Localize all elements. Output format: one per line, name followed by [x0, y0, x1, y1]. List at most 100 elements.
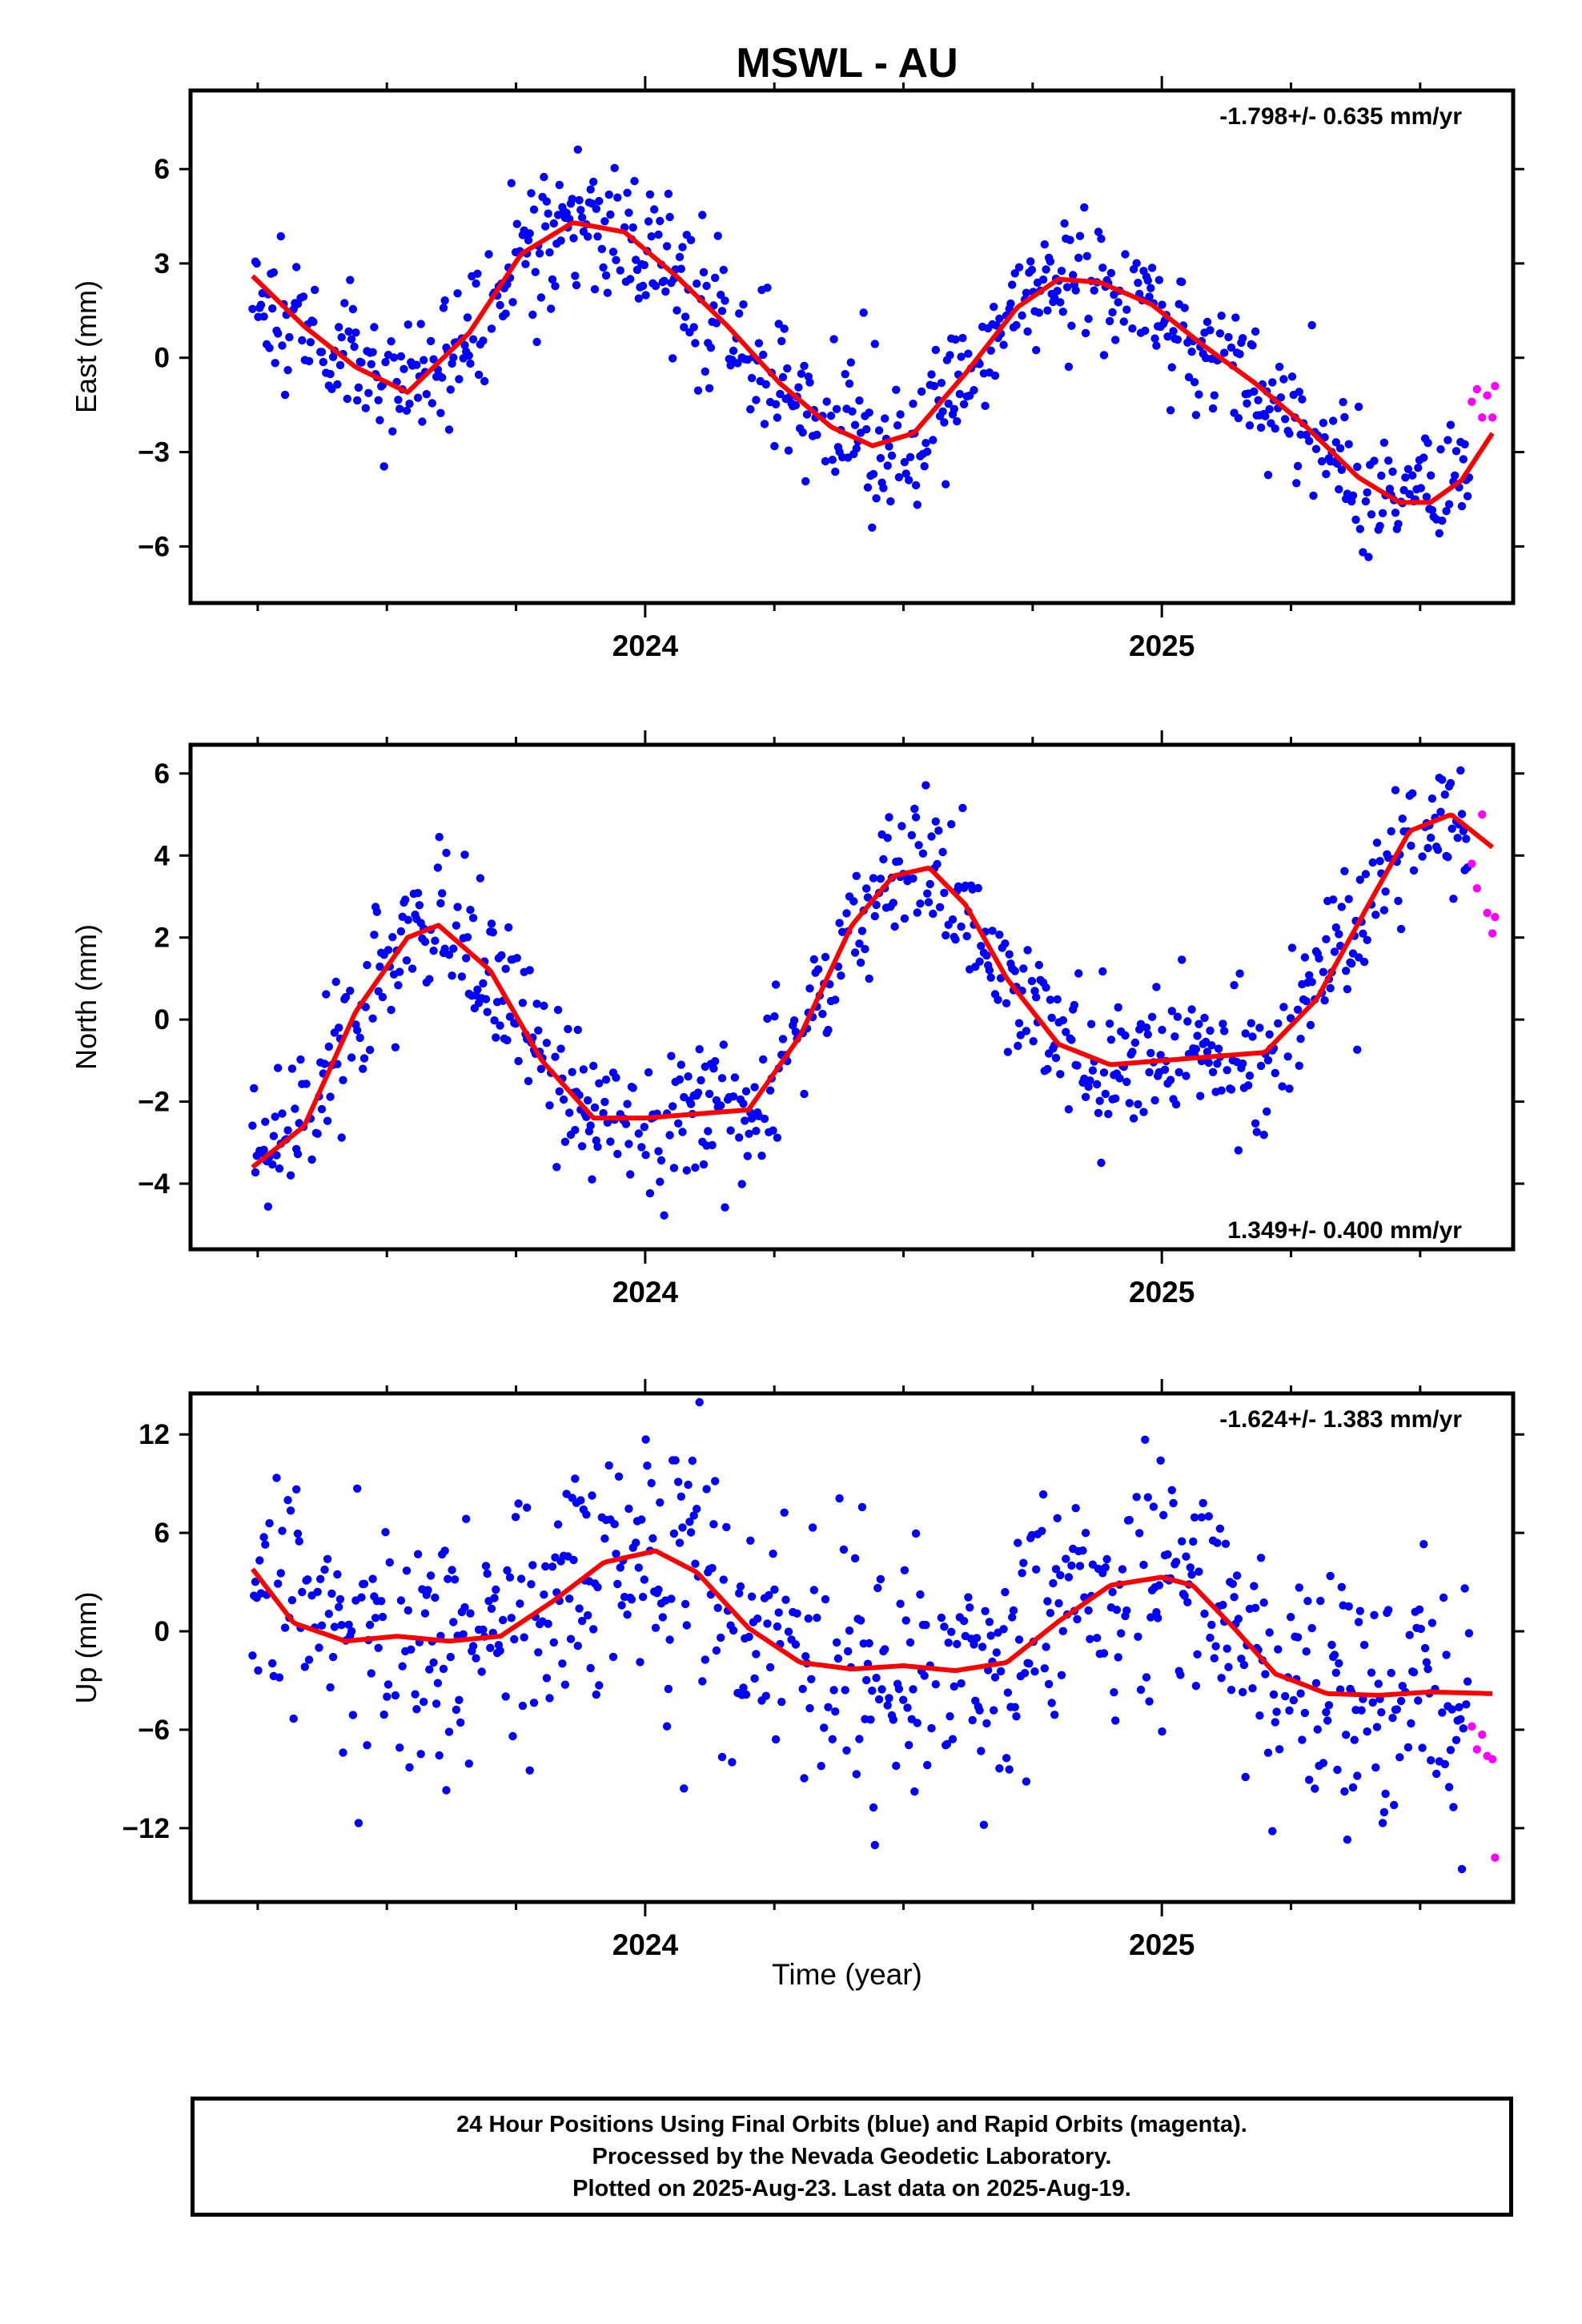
final-orbit-point: [686, 1100, 696, 1108]
final-orbit-point: [1340, 1787, 1349, 1796]
final-orbit-point: [387, 1005, 396, 1015]
final-orbit-point: [1146, 1613, 1155, 1622]
final-orbit-point: [1193, 1031, 1202, 1040]
final-orbit-point: [1444, 500, 1454, 509]
final-orbit-point: [1234, 413, 1243, 423]
final-orbit-point: [599, 263, 608, 272]
final-orbit-point: [1051, 1565, 1061, 1574]
final-orbit-point: [484, 250, 493, 259]
final-orbit-point: [1195, 390, 1203, 399]
final-orbit-point: [849, 897, 858, 906]
final-orbit-point: [1384, 456, 1393, 465]
final-orbit-point: [784, 446, 793, 455]
final-orbit-point: [1287, 1014, 1295, 1023]
final-orbit-point: [745, 1632, 753, 1642]
final-orbit-point: [719, 265, 728, 275]
final-orbit-point: [822, 397, 831, 406]
final-orbit-point: [396, 927, 406, 936]
final-orbit-point: [1315, 954, 1323, 963]
final-orbit-point: [1442, 507, 1451, 516]
final-orbit-point: [1081, 1529, 1090, 1538]
final-orbit-point: [479, 336, 488, 345]
final-orbit-point: [686, 235, 696, 244]
final-orbit-point: [801, 1652, 810, 1661]
final-orbit-point: [1422, 493, 1431, 501]
final-orbit-point: [735, 1589, 744, 1598]
final-orbit-point: [773, 413, 782, 422]
y-tick-label: −12: [122, 1813, 170, 1844]
final-orbit-point: [938, 847, 947, 857]
final-orbit-point: [1272, 1707, 1281, 1716]
final-orbit-point: [1438, 1708, 1447, 1717]
final-orbit-point: [523, 1503, 532, 1512]
final-orbit-point: [1460, 440, 1469, 448]
final-orbit-point: [1058, 1626, 1068, 1636]
x-tick-label: 2024: [612, 1928, 679, 1961]
final-orbit-point: [729, 1092, 738, 1101]
y-tick-label: 6: [155, 758, 170, 790]
final-orbit-point: [492, 1033, 500, 1042]
final-orbit-point: [449, 353, 458, 362]
final-orbit-point: [1104, 1109, 1113, 1119]
final-orbit-point: [1330, 1651, 1339, 1659]
final-orbit-point: [841, 1686, 849, 1695]
final-orbit-point: [555, 180, 564, 190]
final-orbit-point: [344, 1620, 353, 1630]
final-orbit-point: [1182, 1072, 1191, 1080]
final-orbit-point: [289, 1714, 298, 1723]
final-orbit-point: [1335, 930, 1343, 939]
final-orbit-point: [1459, 826, 1468, 836]
final-orbit-point: [1419, 1540, 1428, 1549]
final-orbit-point: [1265, 1030, 1274, 1039]
final-orbit-point: [1335, 1659, 1343, 1668]
final-orbit-point: [425, 1665, 434, 1674]
final-orbit-point: [881, 414, 889, 423]
final-orbit-point: [255, 1556, 264, 1565]
final-orbit-point: [265, 1518, 274, 1528]
final-orbit-point: [540, 1590, 548, 1599]
final-orbit-point: [535, 249, 544, 258]
final-orbit-point: [466, 359, 475, 368]
final-orbit-point: [1415, 1605, 1424, 1614]
final-orbit-point: [651, 281, 661, 291]
final-orbit-point: [1442, 1651, 1451, 1659]
final-orbit-point: [1427, 794, 1437, 803]
final-orbit-point: [1241, 1029, 1250, 1038]
final-orbit-point: [501, 309, 510, 318]
final-orbit-point: [1069, 271, 1078, 279]
final-orbit-point: [877, 1685, 886, 1694]
final-orbit-point: [613, 1579, 622, 1589]
final-orbit-point: [327, 1589, 336, 1598]
final-orbit-point: [518, 999, 528, 1007]
final-orbit-point: [1032, 1565, 1041, 1574]
final-orbit-point: [450, 1575, 460, 1584]
final-orbit-point: [1274, 1019, 1283, 1028]
final-orbit-point: [765, 1086, 775, 1095]
final-orbit-point: [1141, 326, 1150, 336]
final-orbit-point: [1235, 350, 1244, 359]
rapid-orbit-point: [1491, 1853, 1500, 1862]
final-orbit-point: [1062, 283, 1072, 292]
final-orbit-point: [411, 1690, 420, 1699]
final-orbit-point: [905, 1740, 913, 1750]
final-orbit-point: [298, 1587, 307, 1597]
final-orbit-point: [1043, 1597, 1052, 1606]
final-orbit-point: [1405, 489, 1414, 499]
final-orbit-point: [1320, 996, 1329, 1005]
final-orbit-point: [852, 871, 861, 881]
final-orbit-point: [1337, 465, 1347, 474]
final-orbit-point: [1029, 1037, 1038, 1046]
final-orbit-point: [558, 1659, 567, 1668]
final-orbit-point: [1427, 1755, 1435, 1765]
final-orbit-point: [1440, 1759, 1450, 1769]
final-orbit-point: [632, 1538, 640, 1547]
final-orbit-point: [741, 1087, 751, 1096]
final-orbit-point: [911, 1529, 921, 1538]
final-orbit-point: [402, 406, 412, 415]
final-orbit-point: [328, 352, 338, 361]
final-orbit-point: [885, 813, 893, 822]
final-orbit-point: [1062, 1027, 1070, 1036]
final-orbit-point: [829, 335, 838, 344]
final-orbit-point: [346, 987, 355, 995]
final-orbit-point: [603, 1118, 612, 1128]
